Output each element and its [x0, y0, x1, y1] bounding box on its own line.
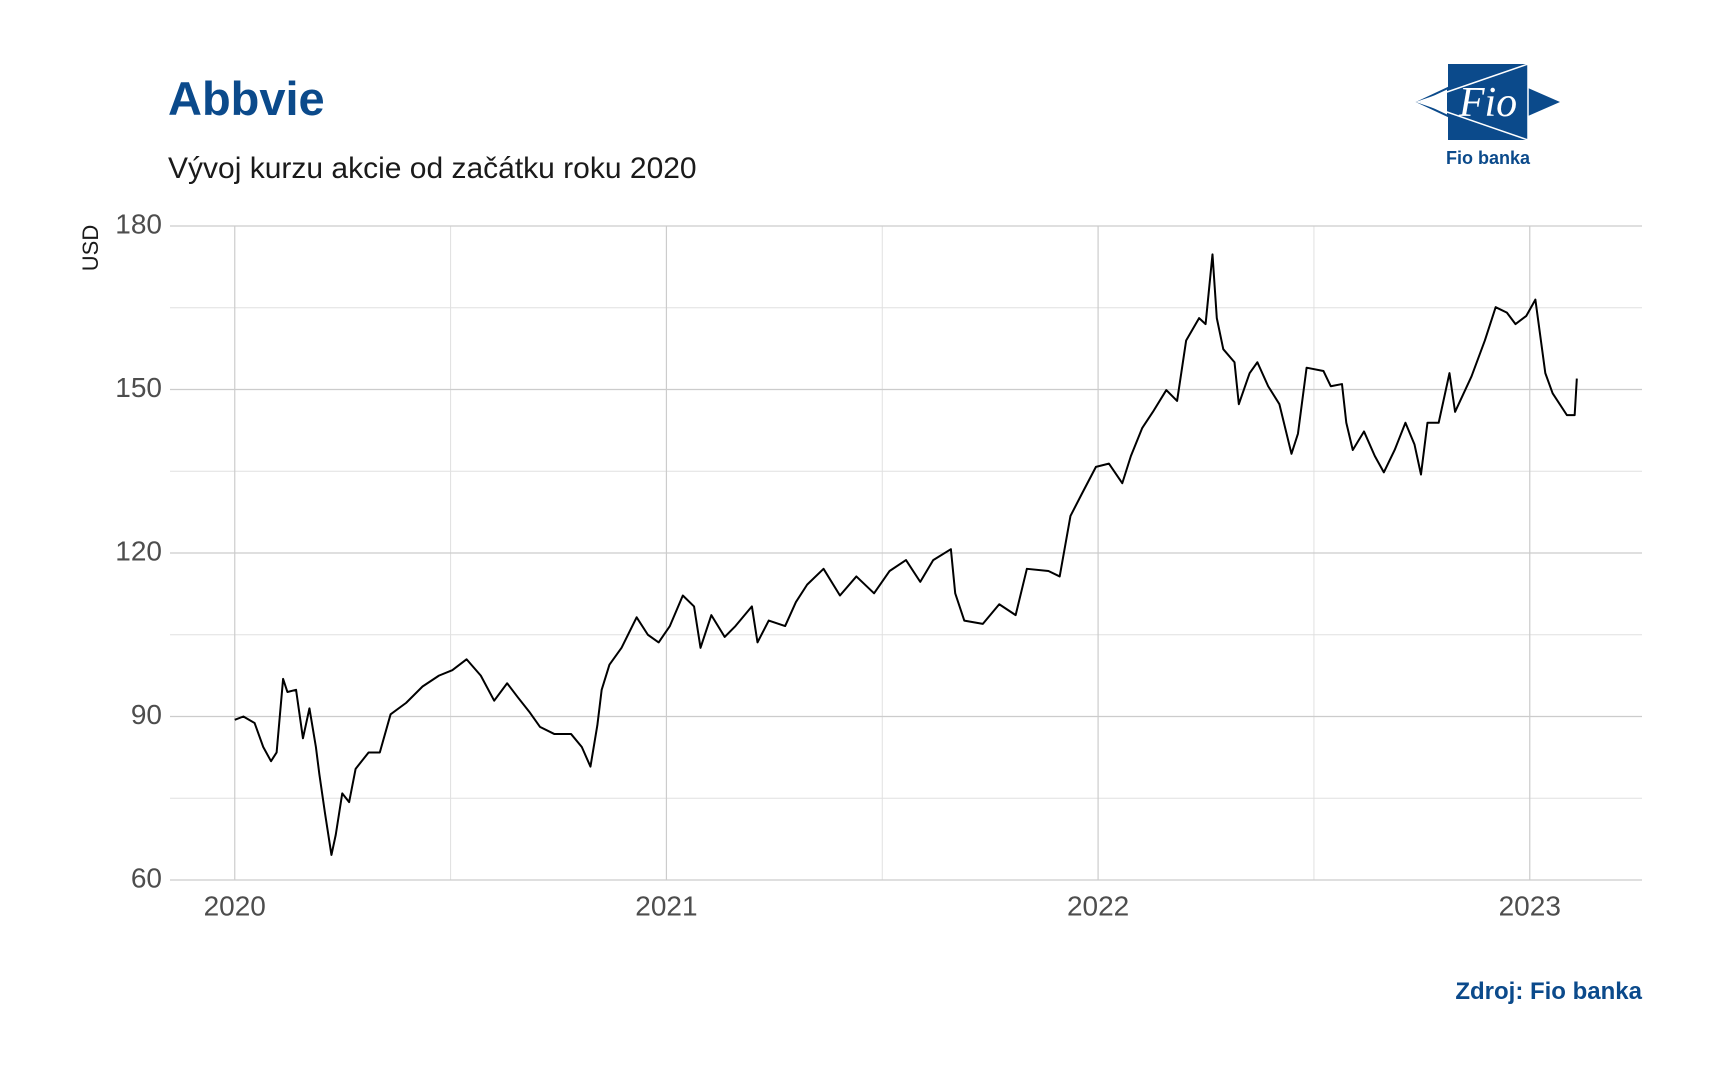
- x-tick-label: 2021: [635, 890, 697, 921]
- x-tick-label: 2023: [1499, 890, 1561, 921]
- chart-subtitle: Vývoj kurzu akcie od začátku roku 2020: [168, 152, 697, 185]
- y-axis-label: USD: [78, 225, 103, 271]
- y-tick-label: 180: [115, 208, 162, 239]
- x-tick-label: 2022: [1067, 890, 1129, 921]
- chart-title: Abbvie: [168, 72, 325, 125]
- y-tick-label: 120: [115, 535, 162, 566]
- source: Zdroj: Fio banka: [1455, 978, 1642, 1005]
- y-tick-label: 90: [131, 699, 162, 730]
- x-tick-label: 2020: [204, 890, 266, 921]
- logo-mark: Fio: [1458, 80, 1517, 126]
- logo-square: [1448, 64, 1528, 140]
- logo-lines: [1415, 62, 1529, 142]
- logo-name: Fio banka: [1446, 148, 1531, 168]
- logo-arrow: [1528, 88, 1560, 116]
- logo-left: [1415, 86, 1449, 118]
- y-tick-label: 150: [115, 372, 162, 403]
- logo: Fio Fio banka: [1415, 62, 1560, 168]
- price-line: [234, 253, 1578, 856]
- y-tick-label: 60: [131, 862, 162, 893]
